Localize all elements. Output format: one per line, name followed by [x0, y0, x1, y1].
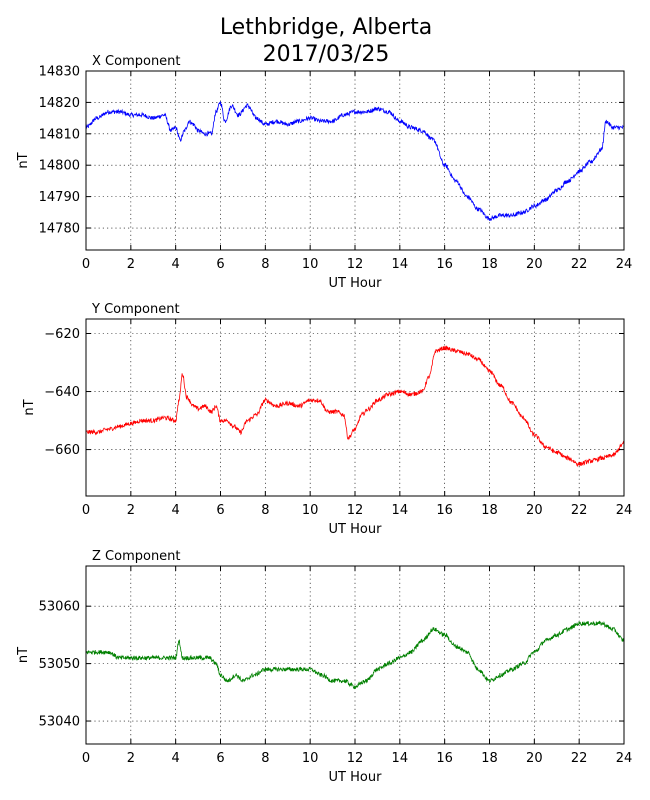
x-tick-label: 8 [261, 503, 269, 518]
y-tick-label: 14820 [39, 96, 80, 111]
panel-title: X Component [92, 54, 181, 69]
y-tick-label: 14780 [39, 222, 80, 237]
y-tick-label: 14790 [39, 190, 80, 205]
x-tick-label: 4 [172, 751, 180, 766]
x-tick-label: 0 [82, 257, 90, 272]
y-tick-label: −620 [44, 327, 80, 342]
y-tick-label: 14810 [39, 127, 80, 142]
y-tick-label: 14830 [39, 65, 80, 80]
x-tick-label: 22 [571, 257, 588, 272]
x-tick-label: 16 [436, 503, 453, 518]
y-axis-label: nT [22, 399, 37, 415]
panel-title: Y Component [91, 302, 180, 317]
x-tick-label: 14 [392, 257, 409, 272]
y-tick-label: 53040 [39, 715, 80, 730]
y-axis-label: nT [16, 152, 31, 168]
x-axis-label: UT Hour [329, 522, 383, 537]
y-tick-label: 14800 [39, 159, 80, 174]
x-tick-label: 20 [526, 503, 543, 518]
series-line [85, 101, 625, 222]
x-tick-label: 10 [302, 751, 319, 766]
x-tick-label: 4 [172, 257, 180, 272]
x-tick-label: 10 [302, 257, 319, 272]
x-tick-label: 20 [526, 751, 543, 766]
panels: 0 2 4 6 8 10 12 14 16 18 20 22 241478014790148001481… [16, 54, 632, 785]
panel-title: Z Component [92, 549, 181, 564]
x-tick-label: 8 [261, 751, 269, 766]
x-tick-label: 12 [347, 751, 364, 766]
x-axis-label: UT Hour [329, 276, 383, 291]
series-line [85, 345, 625, 468]
x-tick-label: 2 [127, 257, 135, 272]
x-tick-label: 2 [127, 751, 135, 766]
figure-title-line1: Lethbridge, Alberta [220, 15, 432, 40]
y-tick-label: 53060 [39, 600, 80, 615]
x-tick-label: 0 [82, 751, 90, 766]
x-tick-label: 24 [616, 503, 633, 518]
x-tick-label: 24 [616, 751, 633, 766]
x-tick-label: 18 [481, 257, 498, 272]
x-tick-label: 18 [481, 503, 498, 518]
x-tick-label: 18 [481, 751, 498, 766]
x-tick-label: 14 [392, 503, 409, 518]
x-tick-label: 22 [571, 503, 588, 518]
figure-title-line2: 2017/03/25 [263, 42, 390, 67]
y-tick-label: −660 [44, 443, 80, 458]
x-tick-label: 6 [216, 257, 224, 272]
x-tick-label: 6 [216, 751, 224, 766]
x-tick-label: 14 [392, 751, 409, 766]
x-axis-label: UT Hour [329, 770, 383, 785]
y-tick-label: 53050 [39, 657, 80, 672]
x-tick-label: 16 [436, 257, 453, 272]
x-tick-label: 6 [216, 503, 224, 518]
x-tick-label: 16 [436, 751, 453, 766]
x-tick-label: 20 [526, 257, 543, 272]
panel-x-component: 0 2 4 6 8 10 12 14 16 18 20 22 241478014790148001481… [16, 54, 632, 291]
x-tick-label: 4 [172, 503, 180, 518]
y-tick-label: −640 [44, 385, 80, 400]
y-axis-label: nT [16, 647, 31, 663]
x-tick-label: 8 [261, 257, 269, 272]
x-tick-label: 10 [302, 503, 319, 518]
x-tick-label: 12 [347, 257, 364, 272]
x-tick-label: 22 [571, 751, 588, 766]
series-line [85, 620, 625, 690]
x-tick-label: 2 [127, 503, 135, 518]
x-tick-label: 0 [82, 503, 90, 518]
x-tick-label: 24 [616, 257, 633, 272]
x-tick-label: 12 [347, 503, 364, 518]
